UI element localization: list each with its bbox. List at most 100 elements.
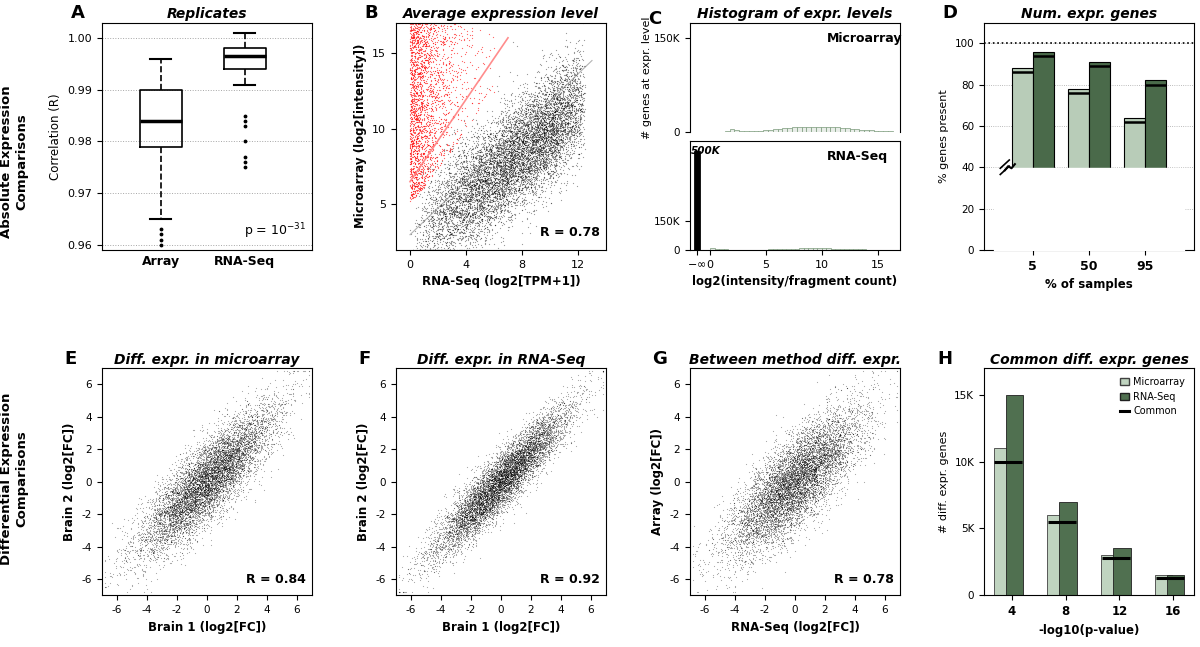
Point	[425, 131, 444, 142]
Point	[210, 477, 229, 487]
Point	[798, 422, 817, 432]
Point	[439, 156, 458, 166]
Point	[188, 499, 208, 509]
Point	[781, 503, 800, 513]
Point	[494, 481, 514, 491]
Point	[530, 111, 550, 122]
Point	[185, 520, 204, 531]
Point	[451, 181, 470, 192]
Point	[830, 468, 850, 479]
Point	[457, 529, 476, 539]
Point	[160, 509, 179, 520]
Point	[179, 502, 198, 512]
Point	[451, 509, 470, 519]
Point	[514, 149, 533, 159]
Point	[442, 549, 461, 559]
Point	[492, 470, 511, 481]
Point	[154, 516, 173, 526]
Point	[758, 537, 778, 547]
Point	[514, 172, 533, 182]
Point	[841, 399, 860, 409]
Point	[540, 437, 559, 448]
Point	[463, 489, 482, 499]
Point	[162, 502, 181, 512]
Point	[460, 499, 479, 509]
Point	[824, 457, 844, 467]
Point	[486, 477, 505, 488]
Point	[486, 478, 505, 488]
Point	[800, 469, 820, 479]
Point	[496, 135, 515, 145]
Point	[808, 455, 827, 466]
Point	[487, 465, 506, 475]
Point	[211, 457, 230, 468]
Point	[722, 536, 742, 547]
Point	[176, 508, 196, 518]
Point	[492, 164, 511, 175]
Point	[451, 501, 470, 511]
Point	[594, 366, 613, 377]
Point	[199, 503, 218, 513]
Point	[528, 430, 547, 440]
Point	[185, 474, 204, 485]
Point	[146, 556, 166, 567]
Point	[492, 192, 511, 203]
Point	[208, 468, 227, 479]
Point	[838, 397, 857, 407]
Point	[532, 431, 551, 441]
Point	[217, 430, 236, 440]
Point	[869, 384, 888, 394]
Point	[788, 511, 808, 521]
Point	[508, 139, 527, 149]
Point	[535, 137, 554, 147]
Point	[539, 430, 558, 441]
Point	[499, 212, 518, 222]
Point	[452, 518, 472, 529]
Point	[458, 497, 478, 507]
Point	[748, 527, 767, 538]
Point	[824, 457, 844, 467]
Point	[560, 153, 580, 164]
Point	[464, 512, 484, 523]
Point	[703, 532, 722, 543]
Point	[739, 496, 758, 507]
Point	[448, 109, 467, 119]
Point	[781, 460, 800, 470]
Point	[457, 519, 476, 529]
Point	[581, 386, 600, 396]
Point	[536, 109, 556, 120]
Point	[415, 67, 434, 77]
Point	[233, 448, 252, 459]
Point	[170, 495, 190, 505]
Point	[499, 169, 518, 179]
Point	[203, 480, 222, 490]
Point	[472, 512, 491, 523]
Point	[480, 470, 499, 480]
Point	[547, 105, 566, 116]
Point	[772, 473, 791, 483]
Point	[154, 532, 173, 543]
Point	[432, 126, 451, 137]
Point	[203, 506, 222, 516]
Point	[222, 466, 241, 477]
Point	[806, 464, 826, 474]
Bar	[994, 448, 1010, 595]
Point	[713, 532, 732, 543]
Point	[520, 144, 539, 154]
Point	[260, 417, 280, 428]
Point	[449, 109, 468, 120]
Point	[420, 44, 439, 54]
Point	[472, 197, 491, 208]
Point	[773, 500, 792, 510]
Point	[226, 476, 245, 487]
Point	[461, 239, 480, 249]
Point	[780, 474, 799, 485]
Point	[188, 505, 208, 516]
Point	[505, 474, 524, 485]
Point	[414, 157, 433, 167]
Point	[222, 483, 241, 493]
Point	[490, 472, 509, 483]
Point	[539, 454, 558, 465]
Point	[482, 503, 502, 514]
Point	[540, 446, 559, 457]
